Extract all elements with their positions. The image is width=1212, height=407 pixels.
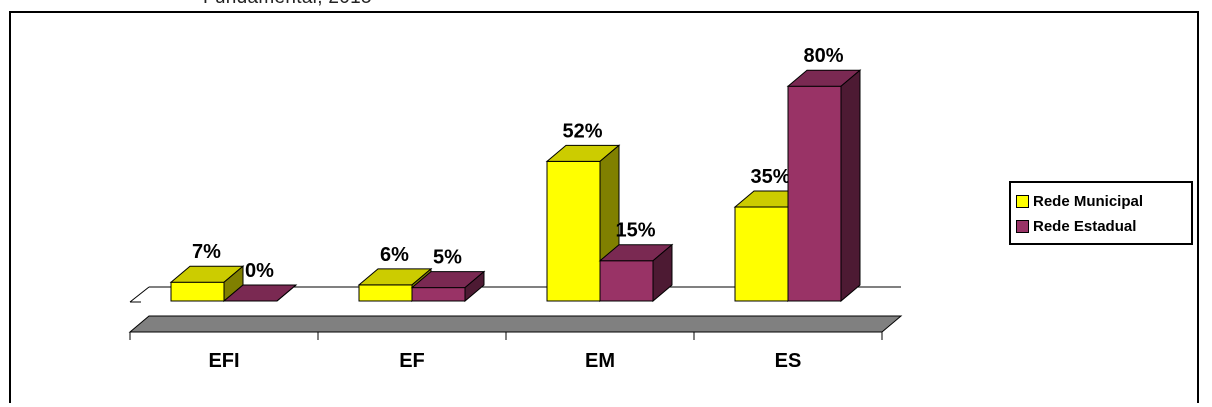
category-label: EFI: [208, 350, 239, 372]
legend-item-estadual: Rede Estadual: [1016, 214, 1191, 239]
bar-front: [599, 260, 654, 302]
bar-front: [411, 287, 466, 302]
category-label: ES: [775, 350, 802, 372]
category-label: EM: [585, 350, 615, 372]
legend-label-estadual: Rede Estadual: [1033, 218, 1137, 235]
legend-swatch-estadual: [1016, 220, 1029, 233]
bar-side: [276, 284, 297, 302]
value-label: 52%: [562, 120, 602, 142]
legend: Rede Municipal Rede Estadual: [1009, 181, 1193, 245]
legend-swatch-municipal: [1016, 195, 1029, 208]
value-label: 35%: [750, 166, 790, 188]
back-axis-edge: [129, 286, 150, 303]
chart-frame: [9, 11, 1199, 403]
value-label: 0%: [245, 260, 274, 282]
value-label: 6%: [380, 244, 409, 266]
floor-slab: [128, 315, 903, 333]
value-label: 80%: [803, 45, 843, 67]
bar-front: [546, 160, 601, 302]
bar-side: [652, 243, 673, 303]
legend-item-municipal: Rede Municipal: [1016, 189, 1191, 214]
legend-label-municipal: Rede Municipal: [1033, 193, 1144, 210]
bar-front: [170, 281, 225, 302]
category-label: EF: [399, 350, 425, 372]
chart-title: Fundamental, 2015: [203, 0, 372, 9]
bar-front: [358, 284, 413, 302]
bar-side: [840, 69, 861, 303]
value-label: 15%: [615, 220, 655, 242]
bar-front: [787, 85, 842, 302]
value-label: 5%: [433, 247, 462, 269]
bar-front: [734, 206, 789, 302]
value-label: 7%: [192, 241, 221, 263]
bar-side: [464, 270, 485, 303]
